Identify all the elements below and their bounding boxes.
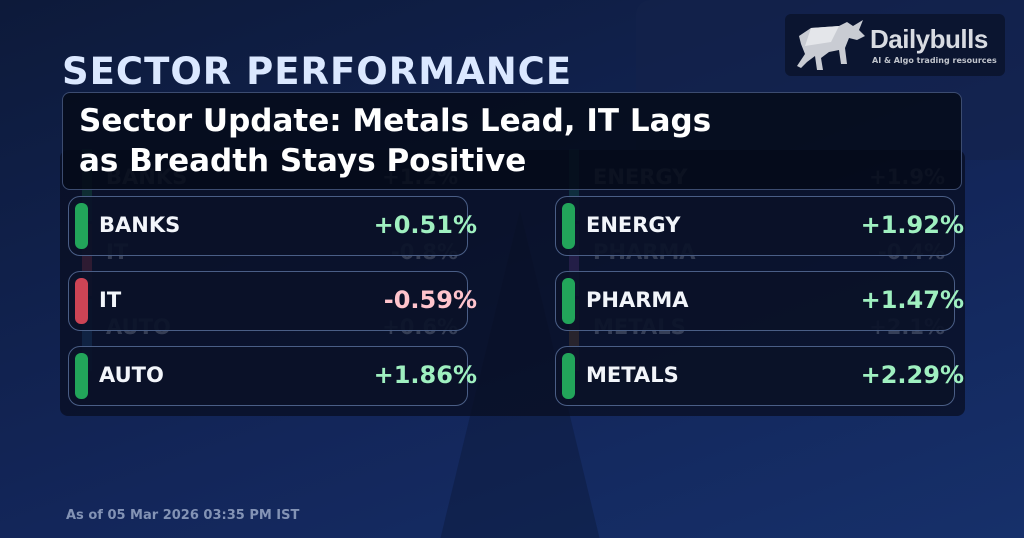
color-bar — [82, 224, 92, 296]
up-indicator-bar — [562, 278, 575, 324]
sector-row-banks: BANKS +0.51% — [68, 196, 477, 256]
sector-label: PHARMA — [586, 288, 689, 312]
headline: Sector Update: Metals Lead, IT Lags as B… — [62, 92, 962, 190]
sector-change: +2.29% — [860, 361, 964, 389]
sector-row-auto: AUTO +1.86% — [68, 346, 477, 406]
down-indicator-bar — [75, 278, 88, 324]
color-bar — [569, 299, 579, 371]
sector-row-pharma: PHARMA +1.47% — [555, 271, 964, 331]
sector-change: -0.59% — [383, 286, 477, 314]
up-indicator-bar — [75, 353, 88, 399]
timestamp: As of 05 Mar 2026 03:35 PM IST — [66, 508, 300, 523]
logo: Dailybulls AI & Algo trading resources — [785, 14, 1005, 76]
sector-change: +0.51% — [373, 211, 477, 239]
color-bar — [82, 299, 92, 371]
up-indicator-bar — [562, 203, 575, 249]
sector-change: +1.47% — [860, 286, 964, 314]
bull-icon — [797, 20, 865, 70]
sector-label: AUTO — [99, 363, 164, 387]
sector-label: IT — [99, 288, 122, 312]
sector-row-it: IT -0.59% — [68, 271, 477, 331]
sector-change: +1.86% — [373, 361, 477, 389]
sector-label: ENERGY — [586, 213, 681, 237]
page-title: SECTOR PERFORMANCE — [62, 50, 573, 93]
sector-change: +1.92% — [860, 211, 964, 239]
up-indicator-bar — [75, 203, 88, 249]
sector-label: METALS — [586, 363, 679, 387]
sector-label: BANKS — [99, 213, 181, 237]
color-bar — [569, 224, 579, 296]
up-indicator-bar — [562, 353, 575, 399]
sector-row-energy: ENERGY +1.92% — [555, 196, 964, 256]
sector-row-metals: METALS +2.29% — [555, 346, 964, 406]
